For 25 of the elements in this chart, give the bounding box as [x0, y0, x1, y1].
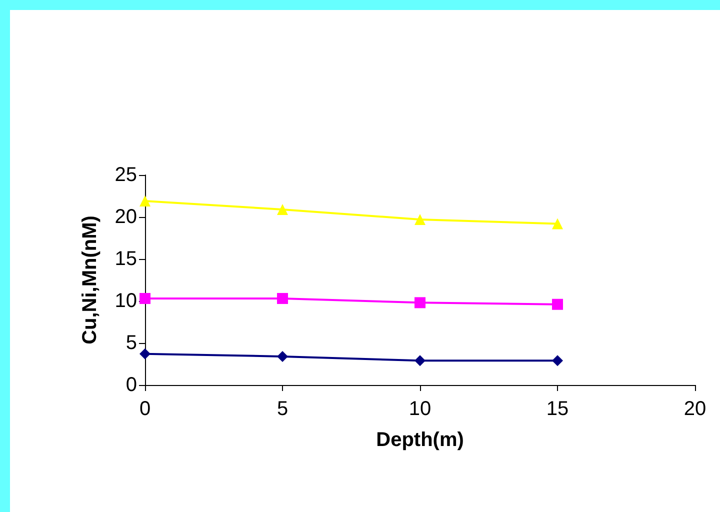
- point: [414, 355, 426, 366]
- point: [277, 204, 288, 215]
- y-tick-label: 0: [126, 374, 137, 396]
- point: [414, 297, 426, 308]
- x-axis-title: Depth(m): [376, 429, 464, 451]
- point: [277, 350, 288, 362]
- y-axis-title: Cu,Ni,Mn(nM): [79, 216, 101, 344]
- x-tick-label: 0: [139, 398, 151, 420]
- y-tick-label: 15: [114, 248, 137, 270]
- point: [140, 348, 150, 360]
- x-tick-label: 5: [276, 398, 288, 420]
- x-tick-label: 20: [684, 398, 706, 420]
- point: [277, 292, 288, 304]
- point: [552, 218, 563, 230]
- point: [552, 355, 563, 366]
- point: [552, 298, 563, 310]
- point: [140, 292, 150, 304]
- point: [414, 214, 426, 226]
- y-tick-label: 20: [114, 206, 137, 228]
- x-tick-label: 10: [408, 398, 432, 420]
- x-tick-label: 15: [546, 398, 569, 420]
- point: [140, 196, 150, 207]
- y-tick-label: 25: [114, 164, 137, 186]
- y-tick-label: 5: [126, 332, 137, 354]
- y-tick-label: 10: [114, 290, 137, 312]
